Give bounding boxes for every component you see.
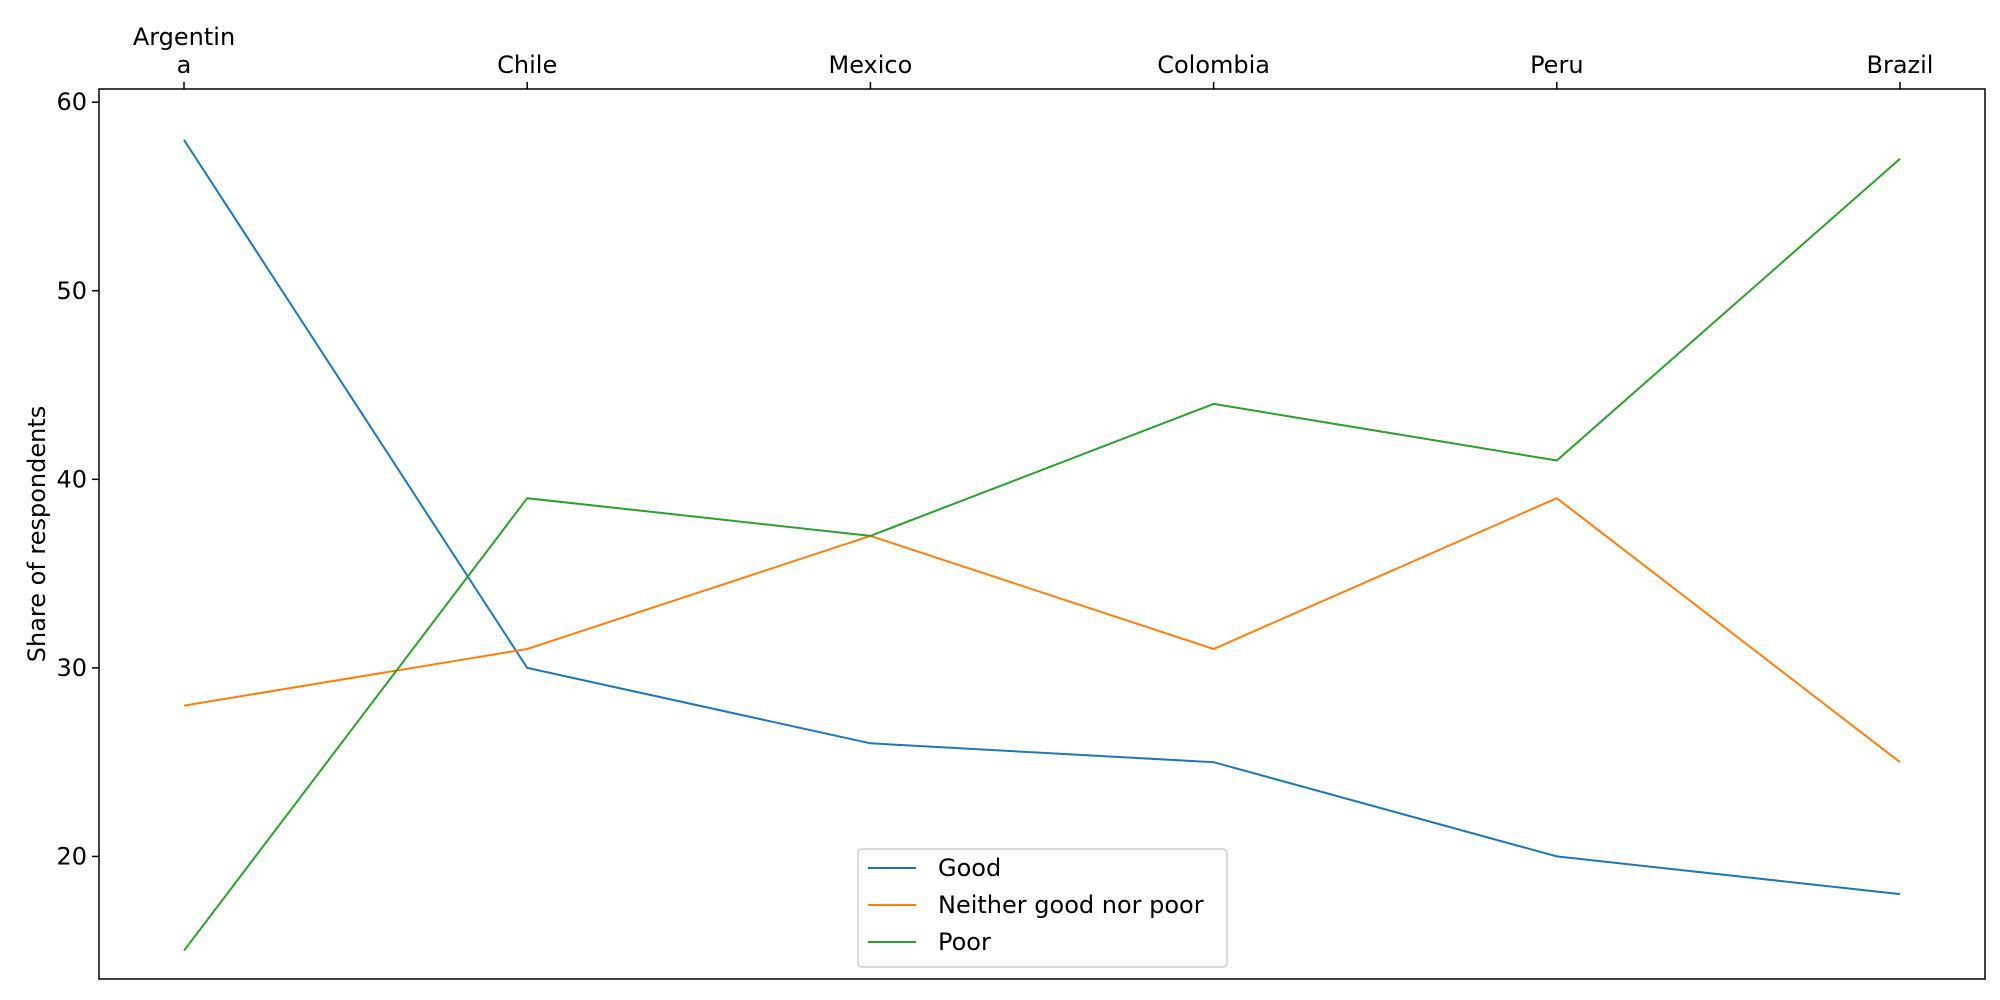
y-axis-label: Share of respondents	[23, 406, 51, 663]
series-line-neither-good-nor-poor	[183, 497, 1901, 763]
y-tick-label: 30	[56, 654, 87, 682]
y-tick-label: 20	[56, 842, 87, 870]
x-tick-label: Brazil	[1867, 51, 1934, 79]
y-tick-label: 60	[56, 88, 87, 116]
legend-label: Good	[938, 854, 1001, 882]
x-tick-label: Peru	[1530, 51, 1583, 79]
x-tick-label: Mexico	[828, 51, 912, 79]
series-line-good	[183, 139, 1901, 896]
series-line-poor	[183, 158, 1901, 952]
x-tick-label: Chile	[497, 51, 557, 79]
x-tick-label: Argentin a	[133, 23, 235, 79]
y-tick-label: 40	[56, 465, 87, 493]
legend-box	[857, 848, 1228, 968]
plot-area-frame	[98, 88, 1986, 980]
legend-label: Neither good nor poor	[938, 891, 1204, 919]
y-axis: 20 30 40 50 60	[56, 88, 99, 870]
x-axis-top: Argentin a Chile Mexico Colombia Peru Brazil	[133, 23, 1934, 89]
y-tick-label: 50	[56, 277, 87, 305]
legend: Good Neither good nor poor Poor	[857, 848, 1228, 968]
series-lines	[183, 139, 1901, 952]
legend-label: Poor	[938, 928, 991, 956]
x-tick-label: Colombia	[1157, 51, 1270, 79]
